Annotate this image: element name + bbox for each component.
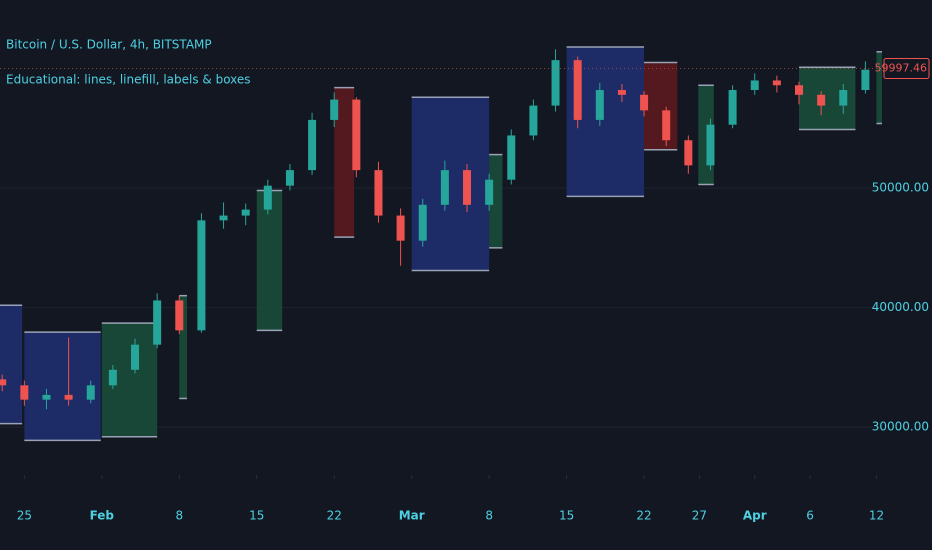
plot-area bbox=[0, 46, 882, 442]
candle-body bbox=[861, 69, 870, 91]
candle-body bbox=[20, 385, 29, 400]
candle-body bbox=[308, 119, 317, 171]
candle-body bbox=[684, 140, 693, 166]
last-price-label: 59997.46 bbox=[875, 62, 928, 75]
chart-title: Bitcoin / U.S. Dollar, 4h, BITSTAMP bbox=[6, 38, 212, 52]
candle-body bbox=[662, 110, 671, 141]
candle-body bbox=[153, 300, 162, 345]
candle-body bbox=[86, 385, 95, 400]
x-tick-label: 15 bbox=[559, 509, 574, 523]
y-tick-label: 40000.00 bbox=[872, 300, 929, 314]
box bbox=[489, 154, 503, 248]
x-tick-label: 22 bbox=[327, 509, 342, 523]
candle-body bbox=[197, 220, 206, 331]
candle-body bbox=[330, 99, 339, 120]
candle-body bbox=[573, 60, 582, 120]
candle-body bbox=[817, 94, 826, 106]
candle-body bbox=[440, 170, 449, 205]
y-tick-label: 30000.00 bbox=[872, 420, 929, 434]
candle-body bbox=[617, 90, 626, 95]
candle-body bbox=[219, 215, 228, 221]
candle-body bbox=[750, 80, 759, 91]
box bbox=[644, 62, 678, 150]
candle-body bbox=[485, 179, 494, 205]
x-tick-label: 15 bbox=[249, 509, 264, 523]
candle-body bbox=[529, 105, 538, 136]
box bbox=[876, 51, 882, 124]
candle-body bbox=[795, 85, 804, 95]
x-tick-label: 27 bbox=[692, 509, 707, 523]
chart-subtitle: Educational: lines, linefill, labels & b… bbox=[6, 73, 251, 87]
candle-body bbox=[706, 124, 715, 166]
box bbox=[0, 305, 23, 424]
x-tick-label: Apr bbox=[743, 509, 767, 523]
candle-body bbox=[0, 379, 7, 386]
x-tick-label: 8 bbox=[485, 509, 493, 523]
candle-body bbox=[463, 170, 472, 205]
x-tick-label: 22 bbox=[636, 509, 651, 523]
candle-body bbox=[241, 209, 250, 216]
x-tick-label: 25 bbox=[17, 509, 32, 523]
last-price-tag bbox=[883, 58, 930, 80]
box bbox=[256, 190, 283, 331]
candle-body bbox=[640, 94, 649, 111]
x-tick-label: 6 bbox=[806, 509, 814, 523]
candle-body bbox=[285, 170, 294, 186]
candle-body bbox=[772, 80, 781, 86]
candle-body bbox=[263, 185, 272, 210]
x-tick-label: Feb bbox=[90, 509, 115, 523]
x-tick-label: 8 bbox=[175, 509, 183, 523]
x-tick-label: Mar bbox=[399, 509, 425, 523]
candle-body bbox=[131, 344, 140, 370]
candle-body bbox=[374, 170, 383, 216]
candle-body bbox=[396, 215, 405, 241]
candle-body bbox=[418, 204, 427, 241]
candle-body bbox=[352, 99, 361, 171]
candle-body bbox=[839, 90, 848, 106]
y-tick-label: 50000.00 bbox=[872, 181, 929, 195]
candle-body bbox=[551, 60, 560, 106]
box bbox=[334, 87, 355, 238]
x-tick-label: 12 bbox=[869, 509, 884, 523]
candle-body bbox=[595, 90, 604, 120]
candle-body bbox=[175, 300, 184, 331]
candle-body bbox=[42, 394, 51, 400]
box bbox=[179, 295, 188, 399]
box bbox=[411, 97, 490, 271]
candle-body bbox=[728, 90, 737, 125]
candle-body bbox=[64, 394, 73, 400]
candle-body bbox=[507, 135, 516, 180]
candle-body bbox=[108, 369, 117, 386]
